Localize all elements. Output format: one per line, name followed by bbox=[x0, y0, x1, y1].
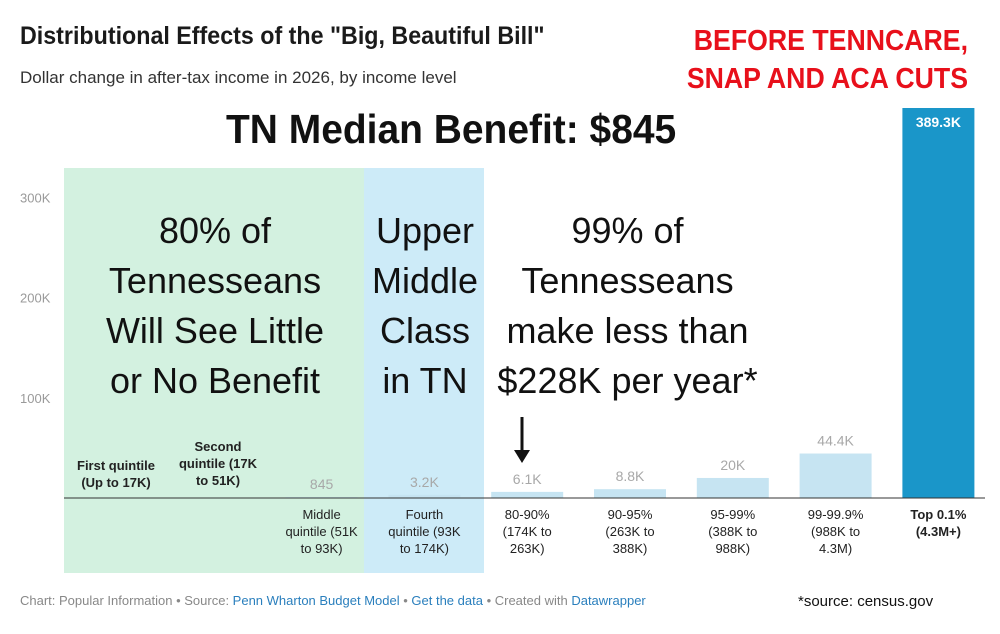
bar bbox=[696, 477, 769, 498]
data-label: 389.3K bbox=[916, 114, 961, 130]
category-label: 90-95% (263K to 388K) bbox=[605, 507, 654, 556]
annotation-line: $228K per year* bbox=[497, 360, 758, 401]
category-label: Middle quintile (51K to 93K) bbox=[285, 507, 358, 556]
bar bbox=[902, 108, 975, 498]
get-data-link[interactable]: Get the data bbox=[411, 593, 483, 608]
y-tick-label: 300K bbox=[20, 190, 51, 205]
category-label-line: Second bbox=[195, 439, 242, 454]
annotation-line: Upper bbox=[375, 210, 475, 251]
data-label: 845 bbox=[310, 476, 334, 492]
annotation-line: 99% of bbox=[571, 210, 684, 251]
category-label-line: Top 0.1% bbox=[910, 507, 967, 522]
annotation-little-benefit: 80% of Tennesseans Will See Little or No… bbox=[70, 206, 360, 406]
category-label-line: (174K to bbox=[503, 524, 552, 539]
highlight-band-upper-middle bbox=[364, 168, 484, 573]
chart-subtitle: Dollar change in after-tax income in 202… bbox=[20, 68, 457, 87]
data-label: 20K bbox=[720, 457, 746, 473]
bar bbox=[594, 489, 666, 498]
category-label-line: 90-95% bbox=[608, 507, 653, 522]
data-label: 8.8K bbox=[616, 468, 645, 484]
category-label-line: First quintile bbox=[77, 458, 155, 473]
bar bbox=[799, 453, 872, 498]
category-label-line: 95-99% bbox=[710, 507, 755, 522]
datawrapper-link[interactable]: Datawrapper bbox=[571, 593, 646, 608]
chart-footer: Chart: Popular Information • Source: Pen… bbox=[20, 593, 646, 608]
data-label: 3.2K bbox=[410, 474, 439, 490]
data-label: 6.1K bbox=[513, 471, 542, 487]
category-label: 80-90% (174K to 263K) bbox=[503, 507, 552, 556]
annotation-line: Will See Little bbox=[105, 310, 325, 351]
footer-separator: • bbox=[482, 593, 495, 608]
category-label-line: quintile (51K bbox=[285, 524, 358, 539]
category-label-line: Middle bbox=[302, 507, 340, 522]
annotation-line: Middle bbox=[371, 260, 479, 301]
category-label-line: 988K) bbox=[715, 541, 750, 556]
category-label: 95-99% (388K to 988K) bbox=[708, 507, 757, 556]
category-label-line: (988K to bbox=[811, 524, 860, 539]
chart-title: Distributional Effects of the "Big, Beau… bbox=[20, 22, 545, 50]
footer-created-with: Created with bbox=[494, 593, 572, 608]
bar bbox=[491, 491, 564, 498]
census-source-note: *source: census.gov bbox=[798, 593, 934, 610]
pointer-arrow-head bbox=[514, 450, 530, 463]
category-label-line: (4.3M+) bbox=[916, 524, 961, 539]
annotation-line: Class bbox=[379, 310, 471, 351]
y-tick-label: 200K bbox=[20, 291, 51, 306]
category-label: 99-99.9% (988K to 4.3M) bbox=[808, 507, 864, 556]
red-caption-line-1: BEFORE TENNCARE, bbox=[693, 25, 968, 57]
category-label: First quintile (Up to 17K) bbox=[77, 458, 155, 490]
category-label: Top 0.1% (4.3M+) bbox=[910, 507, 967, 539]
category-label-line: to 93K) bbox=[301, 541, 343, 556]
category-label-line: quintile (93K bbox=[388, 524, 461, 539]
category-label-line: 388K) bbox=[613, 541, 648, 556]
annotation-line: or No Benefit bbox=[109, 360, 321, 401]
footer-separator: • bbox=[172, 593, 185, 608]
annotation-line: Tennesseans bbox=[521, 260, 734, 301]
category-label-line: quintile (17K bbox=[179, 456, 258, 471]
category-label: Fourth quintile (93K to 174K) bbox=[388, 507, 461, 556]
annotation-line: 80% of bbox=[158, 210, 272, 251]
data-label: 44.4K bbox=[817, 433, 854, 449]
annotation-line: make less than bbox=[506, 310, 749, 351]
footer-credit: Chart: Popular Information bbox=[20, 593, 173, 608]
red-overlay-caption: BEFORE TENNCARE, SNAP AND ACA CUTS bbox=[674, 22, 968, 98]
category-label-line: to 51K) bbox=[196, 473, 240, 488]
annotation-upper-middle-class: Upper Middle Class in TN bbox=[365, 206, 485, 406]
category-label-line: 80-90% bbox=[505, 507, 550, 522]
red-caption-line-2: SNAP AND ACA CUTS bbox=[686, 63, 968, 95]
annotation-line: Tennesseans bbox=[108, 260, 322, 301]
annotation-line: in TN bbox=[382, 360, 468, 401]
highlight-band-low-income bbox=[64, 168, 364, 573]
category-label-line: 4.3M) bbox=[819, 541, 852, 556]
category-label-line: (388K to bbox=[708, 524, 757, 539]
category-label-line: (Up to 17K) bbox=[81, 475, 150, 490]
footer-source-label: Source: bbox=[184, 593, 233, 608]
category-label-line: Fourth bbox=[406, 507, 444, 522]
category-label-line: 263K) bbox=[510, 541, 545, 556]
category-label: Second quintile (17K to 51K) bbox=[179, 439, 258, 488]
y-tick-label: 100K bbox=[20, 391, 51, 406]
median-benefit-headline: TN Median Benefit: $845 bbox=[226, 106, 677, 152]
category-label-line: (263K to bbox=[605, 524, 654, 539]
category-label-line: to 174K) bbox=[400, 541, 449, 556]
annotation-99-percent: 99% of Tennesseans make less than $228K … bbox=[485, 206, 770, 406]
footer-separator: • bbox=[399, 593, 412, 608]
source-link[interactable]: Penn Wharton Budget Model bbox=[232, 593, 400, 608]
bar bbox=[388, 494, 461, 498]
category-label-line: 99-99.9% bbox=[808, 507, 864, 522]
